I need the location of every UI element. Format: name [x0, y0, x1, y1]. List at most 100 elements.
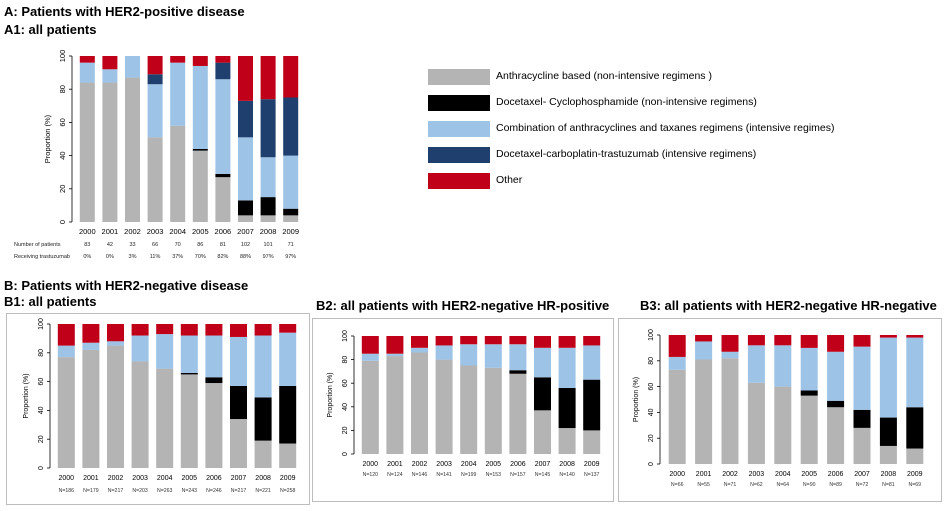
b1-x-tick-label: 2001 — [83, 475, 99, 482]
a1-bar-combination — [283, 155, 299, 209]
a1-bar-anthracycline — [283, 215, 299, 222]
b1-bar-other — [131, 324, 149, 336]
b3-bar-other — [827, 335, 845, 352]
heading-b: B: Patients with HER2-negative disease — [4, 278, 249, 293]
b3-x-tick-label: 2005 — [801, 471, 817, 478]
b1-x-tick-label: 2002 — [108, 475, 124, 482]
b3-bar-combination — [906, 337, 924, 408]
a1-bar-other — [192, 56, 208, 66]
b3-bar-combination — [747, 345, 765, 383]
b2-n-label: N=157 — [510, 472, 526, 478]
b1-bar-other — [180, 324, 198, 336]
a1-row-label: Receiving trastuzumab — [14, 254, 70, 260]
b3-bar-anthracycline — [906, 448, 924, 464]
b3-n-label: N=89 — [829, 482, 842, 488]
a1-row-value: 3% — [129, 254, 137, 260]
b2-bar-other — [583, 336, 601, 346]
a1-x-tick-label: 2004 — [169, 227, 186, 236]
a1-x-tick-label: 2006 — [215, 227, 232, 236]
b3-bar-combination — [853, 346, 871, 410]
b1-bar-other — [230, 324, 247, 337]
b1-bar-combination — [156, 334, 174, 369]
a1-bar-docetaxel-cyclo — [215, 173, 231, 178]
b3-n-label: N=64 — [777, 482, 790, 488]
b3-x-tick-label: 2001 — [696, 471, 712, 478]
a1-bar-anthracycline — [215, 177, 231, 222]
a1-y-tick-label: 60 — [58, 118, 67, 126]
b1-x-tick-label: 2009 — [280, 475, 296, 482]
a1-row-value: 11% — [150, 254, 161, 260]
b2-x-tick-label: 2001 — [387, 461, 403, 468]
legend-swatch-other — [428, 173, 490, 189]
a1-row-value: 70 — [175, 242, 181, 248]
b3-bar-combination — [800, 347, 818, 391]
b1-x-tick-label: 2000 — [59, 475, 75, 482]
a1-bar-combination — [147, 84, 163, 138]
b2-bar-other — [509, 336, 527, 345]
b2-bar-anthracycline — [435, 359, 453, 454]
b1-bar-other — [107, 324, 124, 342]
legend-item-docetaxel-cyclophosphamide: Docetaxel- Cyclophosphamide (non-intensi… — [428, 92, 848, 118]
b3-x-tick-label: 2007 — [854, 471, 870, 478]
b3-bar-anthracycline — [695, 359, 713, 464]
b1-bar-combination — [279, 332, 297, 386]
b3-bar-other — [695, 335, 713, 342]
b3-bar-other — [774, 335, 792, 346]
b3-bar-docetaxel-cyclo — [879, 417, 897, 446]
a1-row-value: 0% — [83, 254, 91, 260]
b1-n-label: N=246 — [206, 488, 222, 494]
panel-frame-b3 — [618, 318, 942, 502]
a1-y-tick-label: 0 — [58, 220, 67, 224]
a1-row-value: 42 — [107, 242, 113, 248]
a1-x-tick-label: 2005 — [192, 227, 209, 236]
b2-bar-combination — [361, 353, 379, 361]
a1-row-value: 82% — [217, 254, 228, 260]
b2-y-tick-label: 0 — [342, 452, 349, 456]
b2-bar-combination — [435, 345, 453, 360]
a1-bar-other — [283, 56, 299, 98]
b3-bar-other — [800, 335, 818, 348]
b1-n-label: N=258 — [280, 488, 296, 494]
a1-bar-anthracycline — [147, 137, 163, 222]
b3-n-label: N=72 — [856, 482, 869, 488]
a1-bar-other — [170, 56, 186, 63]
b1-bar-combination — [205, 335, 223, 378]
b3-bar-combination — [668, 356, 686, 370]
a1-bar-docetaxel-carbo — [147, 74, 163, 85]
b2-bar-combination — [386, 353, 404, 357]
b1-bar-anthracycline — [254, 440, 272, 468]
b1-bar-other — [82, 324, 100, 343]
b3-x-tick-label: 2006 — [828, 471, 844, 478]
heading-a1: A1: all patients — [4, 22, 97, 37]
b3-x-tick-label: 2004 — [775, 471, 791, 478]
b1-bar-anthracycline — [82, 349, 100, 468]
a1-bar-other — [147, 56, 163, 75]
a1-y-tick-label: 40 — [58, 151, 67, 159]
a1-bar-docetaxel-cyclo — [238, 200, 253, 216]
legend-label-docetaxel-cyclophosphamide: Docetaxel- Cyclophosphamide (non-intensi… — [496, 96, 757, 108]
b2-bar-other — [435, 336, 453, 346]
legend-label-other: Other — [496, 174, 523, 186]
a1-row-value: 83 — [84, 242, 90, 248]
b1-bar-combination — [180, 335, 198, 373]
a1-bar-docetaxel-cyclo — [283, 208, 299, 216]
a1-bar-anthracycline — [170, 125, 186, 222]
a1-row-value: 97% — [285, 254, 296, 260]
b3-bar-anthracycline — [800, 395, 818, 464]
b3-bar-anthracycline — [879, 445, 897, 464]
a1-bar-docetaxel-cyclo — [192, 148, 208, 151]
b2-x-tick-label: 2003 — [436, 461, 452, 468]
legend-item-combination: Combination of anthracyclines and taxane… — [428, 118, 848, 144]
b1-y-axis-label: Proportion (%) — [23, 373, 30, 418]
a1-y-tick-label: 20 — [58, 185, 67, 193]
b1-bar-docetaxel-cyclo — [180, 372, 198, 375]
b1-n-label: N=221 — [255, 488, 271, 494]
b2-n-label: N=120 — [363, 472, 379, 478]
b1-bar-docetaxel-cyclo — [205, 377, 223, 384]
a1-bar-anthracycline — [102, 82, 118, 222]
b3-bar-anthracycline — [721, 358, 739, 464]
b3-bar-other — [879, 335, 897, 338]
legend-swatch-anthracycline — [428, 69, 490, 85]
legend-item-anthracycline: Anthracycline based (non-intensive regim… — [428, 66, 848, 92]
b1-bar-combination — [230, 336, 247, 386]
